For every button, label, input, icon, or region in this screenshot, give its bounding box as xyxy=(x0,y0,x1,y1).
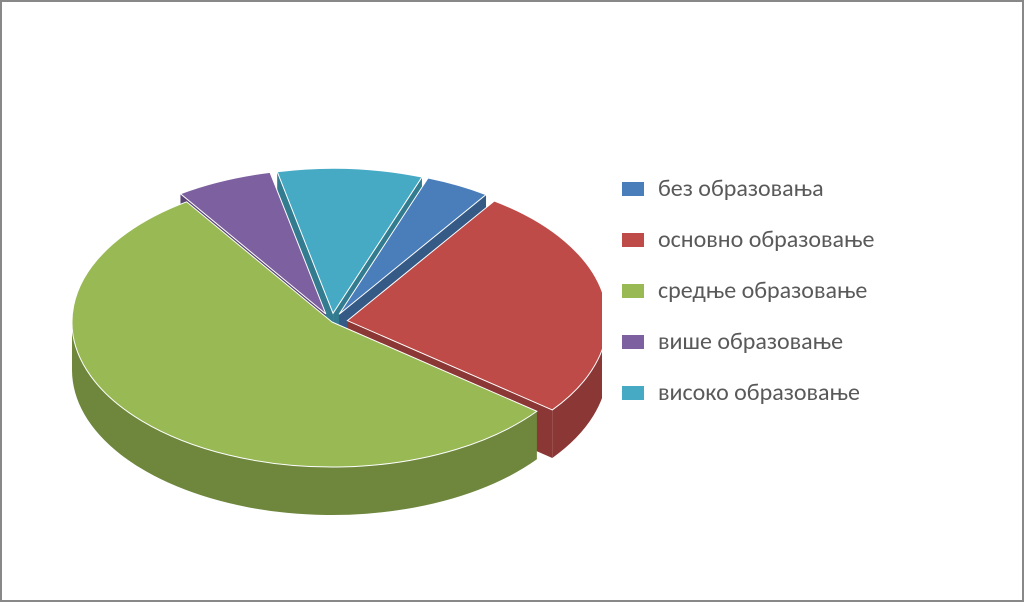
legend-item: високо образовање xyxy=(622,378,982,407)
chart-frame: без образовања основно образовање средње… xyxy=(0,0,1024,602)
legend-label: основно образовање xyxy=(658,225,874,254)
legend-label: без образовања xyxy=(658,174,824,203)
legend-item: више образовање xyxy=(622,327,982,356)
legend-item: средње образовање xyxy=(622,276,982,305)
legend: без образовања основно образовање средње… xyxy=(622,152,982,429)
legend-swatch xyxy=(622,335,644,349)
legend-label: високо образовање xyxy=(658,378,860,407)
legend-label: више образовање xyxy=(658,327,843,356)
legend-swatch xyxy=(622,386,644,400)
legend-swatch xyxy=(622,182,644,196)
legend-item: основно образовање xyxy=(622,225,982,254)
legend-swatch xyxy=(622,233,644,247)
legend-item: без образовања xyxy=(622,174,982,203)
legend-swatch xyxy=(622,284,644,298)
pie-chart xyxy=(42,62,602,542)
legend-label: средње образовање xyxy=(658,276,867,305)
